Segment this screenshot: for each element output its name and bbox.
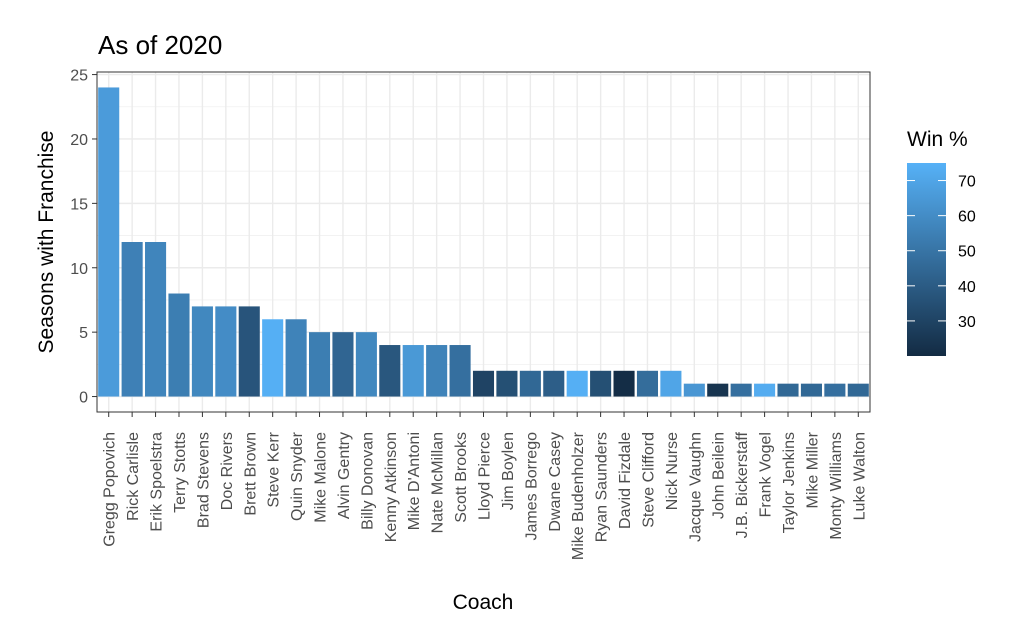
bar [800, 383, 822, 397]
x-tick-label: Ryan Saunders [594, 432, 611, 542]
bar [754, 383, 776, 397]
bar [402, 345, 424, 397]
bar [426, 345, 448, 397]
bar [707, 383, 729, 397]
x-tick-label: Nick Nurse [664, 432, 681, 510]
x-tick-label: Dwane Casey [547, 432, 564, 532]
bar [824, 383, 846, 397]
bar [145, 242, 167, 397]
bar [332, 332, 354, 397]
x-tick-label: David Fizdale [617, 432, 634, 529]
x-tick-label: Luke Walton [851, 432, 868, 520]
bar [519, 370, 541, 397]
legend-tick-label: 30 [958, 314, 976, 331]
x-tick-label: J.B. Bickerstaff [734, 431, 751, 538]
x-tick-label: Steve Kerr [266, 431, 283, 507]
x-tick-label: Mike Budenholzer [570, 431, 587, 560]
legend-tick-label: 70 [958, 174, 976, 191]
bar [636, 370, 659, 397]
x-tick-label: Steve Clifford [640, 432, 657, 528]
bar [543, 370, 565, 397]
bar [683, 383, 705, 397]
x-axis: Gregg Popovich Rick Carlisle Erik Spoelstr… [102, 412, 868, 560]
x-tick-label: Scott Brooks [453, 432, 470, 523]
bar [777, 383, 799, 397]
legend-ticks: 30 40 50 60 70 [907, 174, 976, 331]
x-tick-label: Monty Williams [828, 432, 845, 540]
legend: Win % 30 40 50 60 70 [907, 128, 976, 356]
y-tick-label: 20 [70, 132, 88, 149]
x-tick-label: John Beilein [711, 432, 728, 519]
x-tick-label: Kenny Atkinson [383, 432, 400, 542]
x-tick-label: Mike Miller [804, 431, 821, 508]
y-tick-label: 0 [79, 390, 88, 407]
x-tick-label: Taylor Jenkins [781, 432, 798, 533]
bar [191, 306, 213, 397]
y-axis: 0 5 10 15 20 25 [70, 68, 97, 407]
bar [472, 370, 495, 397]
bar [379, 345, 401, 397]
x-tick-label: Quin Snyder [289, 431, 306, 521]
x-tick-label: Jacque Vaughn [687, 432, 704, 542]
bar [730, 383, 752, 397]
x-tick-label: Rick Carlisle [125, 432, 142, 521]
x-tick-label: Gregg Popovich [102, 432, 119, 547]
x-tick-label: Mike Malone [313, 432, 330, 523]
y-tick-label: 5 [79, 325, 88, 342]
bar [613, 370, 635, 397]
bar [285, 319, 307, 397]
x-tick-label: Terry Stotts [172, 432, 189, 513]
x-tick-label: Mike D'Antoni [406, 432, 423, 530]
x-tick-label: Brett Brown [242, 432, 259, 516]
y-tick-label: 15 [70, 196, 88, 213]
legend-tick-label: 50 [958, 244, 976, 261]
bar [262, 319, 284, 397]
bar [215, 306, 237, 397]
bar [660, 370, 682, 397]
x-tick-label: Brad Stevens [195, 432, 212, 528]
x-tick-label: Jim Boylen [500, 432, 517, 510]
legend-title: Win % [907, 128, 968, 151]
bar [98, 87, 120, 397]
bar [238, 306, 260, 397]
x-tick-label: Frank Vogel [758, 432, 775, 517]
x-tick-label: Nate McMillan [430, 432, 447, 533]
x-axis-label: Coach [453, 591, 514, 614]
y-tick-label: 10 [70, 261, 88, 278]
bar [168, 293, 190, 397]
bar [449, 345, 471, 397]
x-tick-label: Doc Rivers [219, 432, 236, 510]
x-tick-label: James Borrego [523, 432, 540, 541]
bar [590, 370, 612, 397]
x-tick-label: Lloyd Pierce [477, 432, 494, 520]
bar [121, 242, 143, 397]
bar [566, 370, 588, 397]
y-axis-label: Seasons with Franchise [35, 131, 58, 354]
x-tick-label: Billy Donovan [359, 432, 376, 530]
chart-title: As of 2020 [98, 30, 222, 60]
x-tick-label: Erik Spoelstra [149, 432, 166, 532]
x-tick-label: Alvin Gentry [336, 432, 353, 519]
bar [355, 332, 377, 397]
legend-tick-label: 60 [958, 209, 976, 226]
bar [847, 383, 869, 397]
bar [496, 370, 518, 397]
bar [308, 332, 331, 397]
bars [98, 87, 869, 397]
legend-colorbar [907, 163, 946, 356]
y-tick-label: 25 [70, 68, 88, 85]
legend-tick-label: 40 [958, 279, 976, 296]
